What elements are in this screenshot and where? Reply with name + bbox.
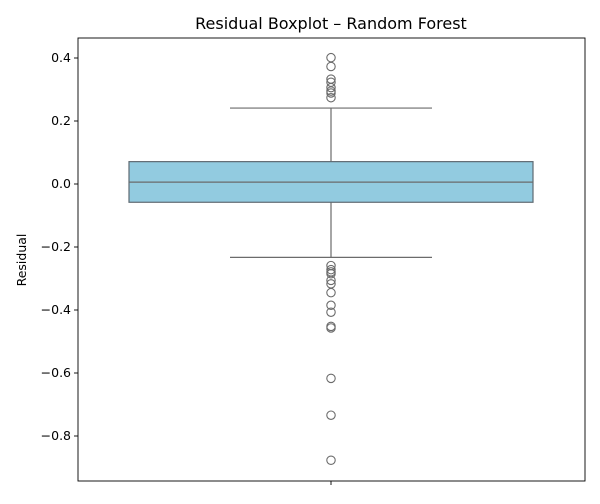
y-tick-label: 0.2 (51, 113, 71, 128)
plot-area: 0.4 0.2 0.0 −0.2 −0.4 −0.6 −0.8 (41, 37, 586, 485)
outlier-point (326, 88, 336, 98)
outlier-point (326, 410, 336, 420)
outlier-point (326, 307, 336, 317)
y-tick-label: −0.4 (41, 302, 71, 317)
y-axis-label: Residual (14, 234, 29, 287)
outlier-point (326, 52, 336, 63)
outlier-point (326, 275, 336, 286)
outlier-point (326, 455, 336, 466)
outlier-point (326, 269, 336, 279)
outlier-point (326, 92, 336, 103)
outlier-point (326, 287, 336, 298)
plot-frame (77, 37, 586, 482)
y-tick-label: −0.8 (41, 428, 71, 443)
y-tick-label: −0.2 (41, 239, 71, 254)
outlier-point (326, 82, 336, 93)
y-tick-label: 0.0 (51, 176, 71, 191)
y-tick-label: 0.4 (51, 50, 71, 65)
outlier-point (326, 61, 336, 72)
outlier-point (326, 300, 336, 311)
chart-title: Residual Boxplot – Random Forest (195, 14, 467, 33)
outlier-point (326, 373, 336, 384)
outlier-point (326, 323, 336, 333)
y-tick-label: −0.6 (41, 365, 71, 380)
